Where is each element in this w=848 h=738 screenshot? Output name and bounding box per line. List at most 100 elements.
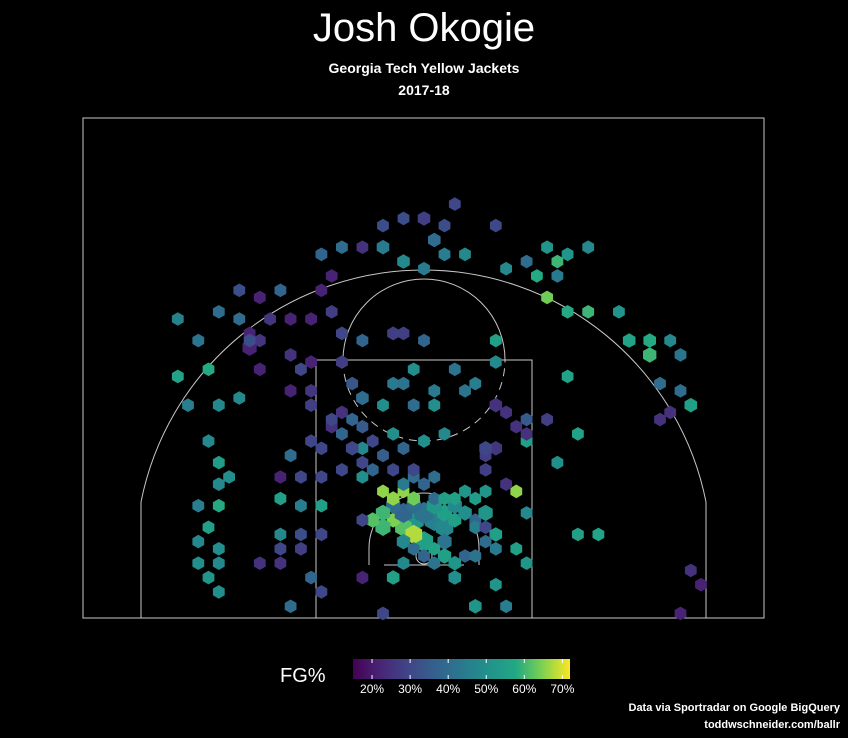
hex-bin-214 [500,477,512,491]
hex-bin-92 [253,290,266,305]
hex-bin-147 [500,405,512,420]
hex-bin-144 [572,427,584,441]
hex-bin-130 [582,305,595,319]
hex-bin-153 [448,362,461,377]
hex-bin-63 [305,384,317,398]
hex-bin-17 [396,533,411,550]
hex-bin-202 [684,563,697,578]
hex-bin-184 [315,470,328,484]
hex-bin-82 [212,477,225,491]
hex-bin-156 [407,398,420,412]
hex-bin-45 [366,463,379,477]
hex-bin-216 [212,585,225,599]
hex-bin-102 [325,305,338,319]
hex-bin-90 [233,312,246,326]
hex-bin-27 [418,549,430,563]
hex-bin-28 [437,548,452,564]
legend-tick-label: 20% [360,682,385,696]
hex-bin-209 [274,556,287,570]
hex-bin-182 [325,412,338,427]
hex-bin-188 [274,527,287,542]
hex-bin-112 [438,247,451,262]
hex-bin-211 [336,463,348,477]
hex-bin-116 [377,218,389,233]
hex-bin-133 [643,333,656,348]
hex-bin-161 [397,376,410,391]
hex-bin-201 [592,527,605,542]
hex-bin-71 [315,527,328,542]
hex-bin-56 [345,441,359,456]
hex-bin-53 [418,434,430,448]
hex-bin-25 [479,520,492,535]
hex-bin-127 [551,269,564,283]
hex-bin-125 [561,247,574,262]
hex-bin-21 [458,505,472,521]
hex-bin-142 [561,369,574,384]
hex-bin-93 [274,283,287,298]
hex-bin-185 [295,542,307,556]
hex-bin-181 [233,391,246,405]
hex-bin-35 [448,491,461,506]
hex-bin-41 [418,477,430,491]
hex-bin-159 [387,376,400,391]
hex-bin-166 [346,412,359,427]
hex-bin-122 [531,269,543,283]
hex-bin-164 [356,333,369,348]
hex-bin-152 [469,376,482,391]
legend-tick-label: 30% [398,682,423,696]
hex-bin-119 [489,218,502,233]
hex-bin-114 [397,211,410,226]
hex-bin-219 [284,599,297,614]
hex-bin-85 [171,369,184,384]
hex-bin-192 [469,599,482,614]
hex-bin-195 [479,534,492,549]
hex-bin-55 [438,427,451,441]
hex-bin-113 [459,247,471,262]
hex-bin-83 [202,434,215,448]
hex-bin-134 [664,333,677,348]
hex-bin-193 [489,577,502,592]
paint [315,359,533,619]
hex-bin-99 [284,348,297,362]
hex-bin-109 [397,254,410,269]
hex-bin-48 [407,463,420,477]
hex-bin-88 [171,312,184,326]
hex-bin-151 [489,355,502,369]
hex-bin-70 [295,527,307,542]
hex-bin-173 [336,326,348,341]
hex-bin-77 [192,556,205,570]
hex-bin-150 [489,397,503,413]
hex-bin-106 [336,240,348,254]
hex-bin-108 [376,239,390,255]
legend-tick-label: 70% [550,682,575,696]
hex-bin-46 [387,463,400,477]
hex-bin-215 [520,506,533,520]
hex-bin-196 [469,549,482,563]
hex-bin-75 [192,534,205,549]
hex-bin-158 [377,398,389,412]
hex-bin-128 [541,290,553,305]
hex-bin-107 [356,240,369,254]
hex-bin-170 [305,398,317,412]
hex-bin-103 [315,283,328,298]
hex-bin-49 [479,463,492,477]
hex-bin-97 [253,333,266,348]
hex-bin-200 [572,527,584,542]
hex-bin-163 [489,333,502,348]
hex-bin-210 [438,491,451,506]
hex-bin-213 [479,484,492,499]
hex-bin-205 [377,606,389,621]
hex-bin-131 [613,305,625,319]
hex-bin-58 [479,441,492,456]
hex-bin-140 [664,405,677,420]
legend-tick-marks [371,659,563,679]
hex-bin-110 [418,261,430,276]
hex-bin-154 [459,384,471,398]
hex-bin-124 [541,240,553,254]
free-throw-circle-top [342,278,506,361]
hex-bin-43 [428,470,441,484]
hex-bin-165 [336,427,348,441]
legend-tick-label: 50% [474,682,499,696]
hex-bin-29 [428,556,441,570]
hex-bin-65 [274,470,287,484]
